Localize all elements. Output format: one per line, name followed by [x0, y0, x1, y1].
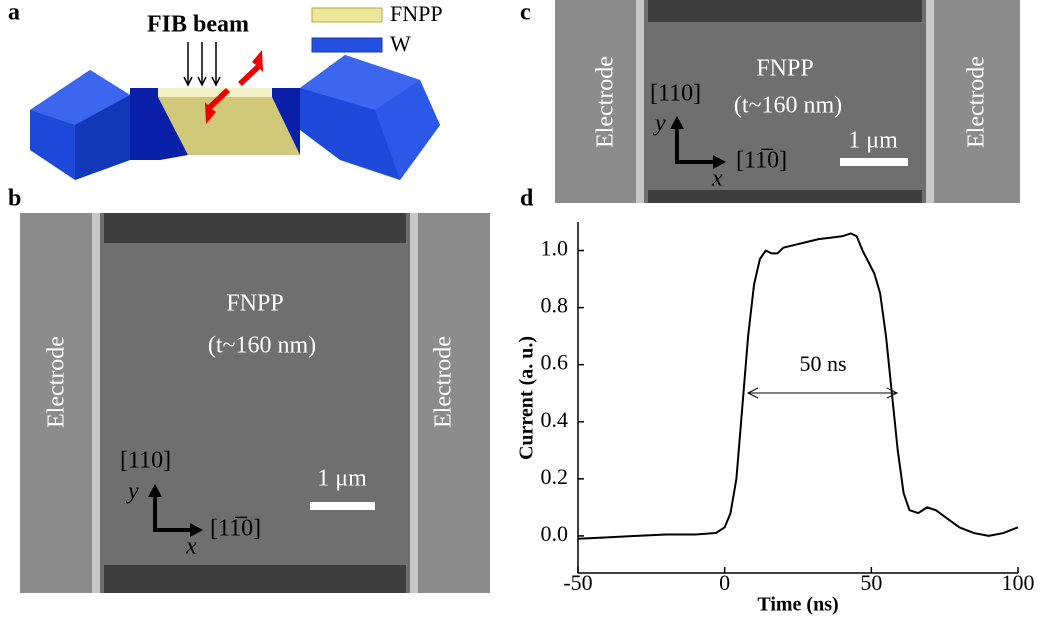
y-tick-label: 0.8: [541, 293, 569, 318]
annotation: 50 ns: [799, 351, 846, 376]
x-tick-label: 100: [1002, 570, 1035, 595]
sem-text: x: [185, 534, 197, 560]
sem-image: FNPP (t~160 nm) Electrode Electrode [110…: [20, 213, 490, 593]
panel-label: b: [8, 186, 21, 212]
sem-text: y: [126, 479, 139, 505]
annotation-arrow: [748, 388, 897, 398]
sem-text: x: [711, 166, 723, 192]
figure: a b c d FIB beam FNPP W: [0, 0, 1047, 623]
y-axis-title: Current (a. u.): [516, 336, 538, 460]
fnpp-top: [158, 88, 272, 97]
y-tick-label: 0.0: [541, 521, 569, 546]
scale-bar-label: 1 μm: [848, 128, 898, 154]
sem-image: FNPP (t~160 nm) Electrode Electrode [110…: [555, 0, 1020, 203]
scale-bar-label: 1 μm: [317, 466, 367, 492]
sem-text: [11̅0]: [736, 148, 787, 174]
sem-text: [110]: [650, 81, 701, 107]
x-tick-label: 0: [719, 570, 730, 595]
y-tick-label: 0.6: [541, 350, 569, 375]
sem-text: [110]: [120, 448, 171, 474]
y-tick-label: 1.0: [541, 236, 569, 261]
chart: Time (ns) Current (a. u.) 50 ns: [516, 222, 1018, 616]
panel-label: d: [520, 186, 534, 212]
sem-text: (t~160 nm): [734, 93, 842, 119]
sem-text: Electrode: [593, 56, 619, 148]
panel-label: a: [8, 0, 20, 26]
sem-text: (t~160 nm): [208, 333, 316, 359]
beam-arrows: [184, 42, 220, 85]
legend-swatch: [312, 8, 382, 22]
sem-text: Electrode: [44, 336, 70, 428]
y-tick-label: 0.2: [541, 464, 569, 489]
y-tick-label: 0.4: [541, 407, 569, 432]
legend-label: FNPP: [390, 1, 443, 26]
x-tick-label: -50: [563, 570, 592, 595]
sem-text: Electrode: [431, 336, 457, 428]
sem-text: y: [653, 111, 666, 137]
sem-text: FNPP: [226, 291, 283, 317]
page: {"panel_labels": ["a", "b", "c", "d"], "…: [0, 0, 1047, 623]
sem-text: FNPP: [756, 56, 813, 82]
x-tick-label: 50: [860, 570, 882, 595]
x-axis-title: Time (ns): [757, 594, 838, 616]
legend-swatch: [312, 38, 382, 52]
sem-text: Electrode: [964, 56, 990, 148]
panel-label: c: [520, 0, 531, 26]
beam-label: FIB beam: [147, 12, 249, 38]
legend-label: W: [390, 31, 411, 56]
schematic: FIB beam FNPP W: [30, 1, 443, 180]
sem-text: [11̅0]: [210, 516, 261, 542]
data-line: [578, 233, 1018, 538]
